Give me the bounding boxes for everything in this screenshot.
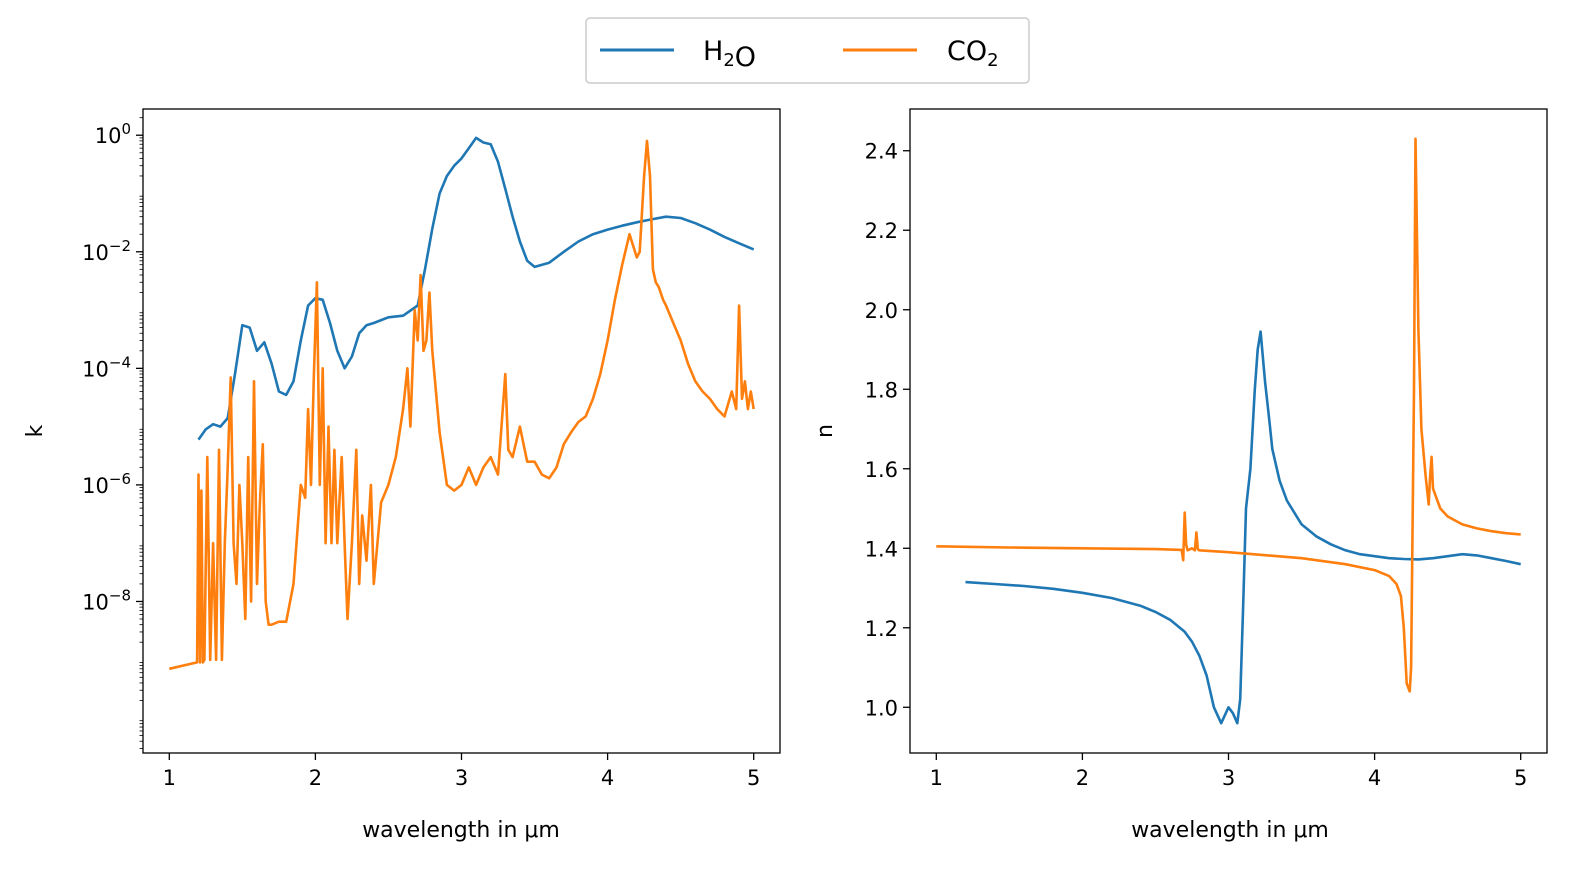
k-y-ticks: 100 10−2 10−4 10−6 10−8 (82, 117, 143, 749)
k-y-tick-exponent: −4 (109, 353, 131, 371)
k-x-tick-label: 1 (163, 766, 176, 790)
n-x-tick-label: 4 (1368, 766, 1381, 790)
n-y-tick-label: 1.8 (865, 378, 898, 402)
n-panel: 1 2 3 4 5 1.0 1.2 1.4 1.6 1.8 2.0 2.2 2.4 wavelengt… (813, 108, 1548, 843)
n-x-tick-label: 1 (930, 766, 943, 790)
n-axes-frame (909, 108, 1548, 754)
k-x-tick-label: 2 (309, 766, 322, 790)
legend-label-h2o: H2O (703, 36, 756, 73)
k-series-lines (169, 136, 755, 671)
legend-label-co2: CO2 (947, 36, 999, 71)
k-y-tick-exponent: −2 (109, 237, 131, 255)
k-y-axis-label: k (23, 424, 48, 437)
k-y-tick-label: 100 (95, 120, 131, 148)
n-series-lines (936, 137, 1521, 725)
k-series-line-h2o (197, 136, 755, 441)
k-y-tick-label: 10−8 (82, 586, 131, 614)
n-y-tick-label: 1.4 (865, 537, 898, 561)
n-y-tick-label: 2.2 (865, 219, 898, 243)
n-x-tick-label: 3 (1222, 766, 1235, 790)
k-x-ticks: 1 2 3 4 5 (163, 753, 760, 790)
k-panel: 1 2 3 4 5 100 10−2 10−4 10−6 10−8 wavelength in … (23, 108, 781, 843)
n-y-axis-label: n (813, 424, 838, 438)
k-x-tick-label: 5 (747, 766, 760, 790)
k-x-tick-label: 3 (455, 766, 468, 790)
n-y-tick-label: 2.4 (865, 140, 898, 164)
n-x-tick-label: 5 (1514, 766, 1527, 790)
n-y-tick-label: 2.0 (865, 299, 898, 323)
legend-frame (585, 17, 1030, 84)
n-x-tick-label: 2 (1076, 766, 1089, 790)
n-y-tick-label: 1.6 (865, 458, 898, 482)
n-y-tick-label: 1.2 (865, 617, 898, 641)
k-y-tick-exponent: −6 (109, 470, 131, 488)
n-x-axis-label: wavelength in μm (1131, 818, 1329, 843)
n-series-line-h2o (965, 330, 1521, 725)
k-y-tick-label: 10−6 (82, 470, 131, 498)
n-y-tick-label: 1.0 (865, 696, 898, 720)
k-y-tick-label: 10−4 (82, 353, 131, 381)
k-x-tick-label: 4 (601, 766, 614, 790)
k-y-tick-exponent: −8 (109, 586, 131, 604)
n-series-line-co2 (936, 137, 1521, 693)
k-axes-frame (142, 108, 781, 754)
n-y-ticks: 1.0 1.2 1.4 1.6 1.8 2.0 2.2 2.4 (865, 140, 910, 720)
legend: H2O CO2 (585, 17, 1030, 84)
k-x-axis-label: wavelength in μm (362, 818, 560, 843)
k-series-line-co2 (169, 139, 755, 671)
n-x-ticks: 1 2 3 4 5 (930, 753, 1527, 790)
k-y-tick-label: 10−2 (82, 237, 131, 265)
k-y-tick-exponent: 0 (121, 120, 131, 138)
